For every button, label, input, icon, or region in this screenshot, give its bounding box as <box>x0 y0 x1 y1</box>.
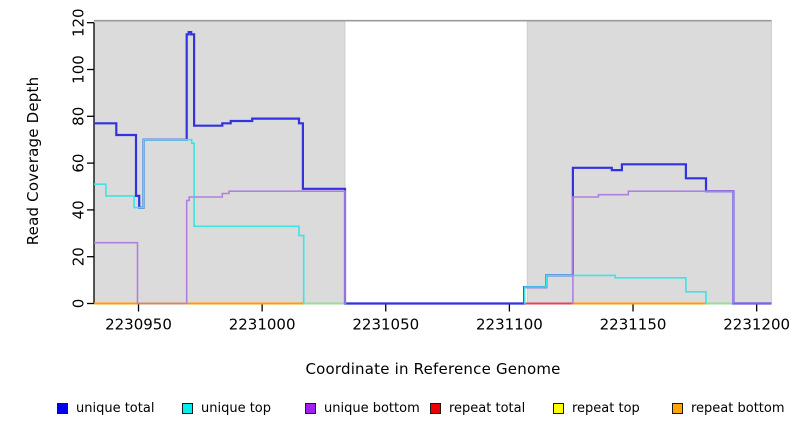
legend-label: unique total <box>76 400 155 416</box>
x-axis-tick-label: 2231150 <box>600 316 667 334</box>
repeat-total-swatch-icon <box>430 402 441 414</box>
x-axis-tick-label: 2230950 <box>105 316 172 334</box>
shaded-region <box>526 20 772 304</box>
y-axis-tick-label: 60 <box>70 154 88 173</box>
series-unique-bottom <box>572 190 735 305</box>
unique-bottom-swatch-icon <box>305 402 316 414</box>
repeat-bottom-swatch-icon <box>672 402 683 414</box>
x-axis-tick-label: 2231100 <box>476 316 543 334</box>
legend-label: unique bottom <box>324 400 420 416</box>
y-axis-tick-label: 40 <box>70 200 88 219</box>
unique-top-swatch-icon <box>182 402 193 414</box>
chart-legend: unique total unique top unique bottom re… <box>0 400 792 418</box>
y-axis-title: Read Coverage Depth <box>24 76 42 246</box>
series-unique-top <box>523 274 708 305</box>
y-axis-tick-label: 100 <box>70 55 88 84</box>
series-unique-bottom <box>94 190 347 305</box>
legend-item-repeat-total: repeat total <box>430 400 525 416</box>
y-axis-tick-label: 120 <box>70 8 88 37</box>
repeat-top-swatch-icon <box>553 402 564 414</box>
legend-item-unique-bottom: unique bottom <box>305 400 420 416</box>
x-axis-tick-label: 2231200 <box>723 316 790 334</box>
x-axis-title: Coordinate in Reference Genome <box>305 360 561 378</box>
x-axis-tick-label: 2231050 <box>352 316 419 334</box>
x-axis-tick-label: 2231000 <box>229 316 296 334</box>
legend-item-unique-total: unique total <box>57 400 154 416</box>
unique-total-swatch-icon <box>57 402 68 414</box>
legend-item-repeat-top: repeat top <box>553 400 640 416</box>
shaded-region <box>93 20 346 304</box>
y-axis-tick-label: 0 <box>70 299 88 309</box>
legend-item-repeat-bottom: repeat bottom <box>672 400 785 416</box>
chart-canvas: 0 20 40 60 80 100 120 2230950 2231000 2231050 2231… <box>70 8 791 334</box>
legend-item-unique-top: unique top <box>182 400 271 416</box>
y-axis-tick-label: 80 <box>70 107 88 126</box>
y-axis-tick-label: 20 <box>70 247 88 266</box>
legend-label: repeat total <box>449 400 526 416</box>
series-unique-top <box>94 138 305 305</box>
legend-label: unique top <box>201 400 272 416</box>
legend-label: repeat bottom <box>691 400 785 416</box>
legend-label: repeat top <box>572 400 640 416</box>
